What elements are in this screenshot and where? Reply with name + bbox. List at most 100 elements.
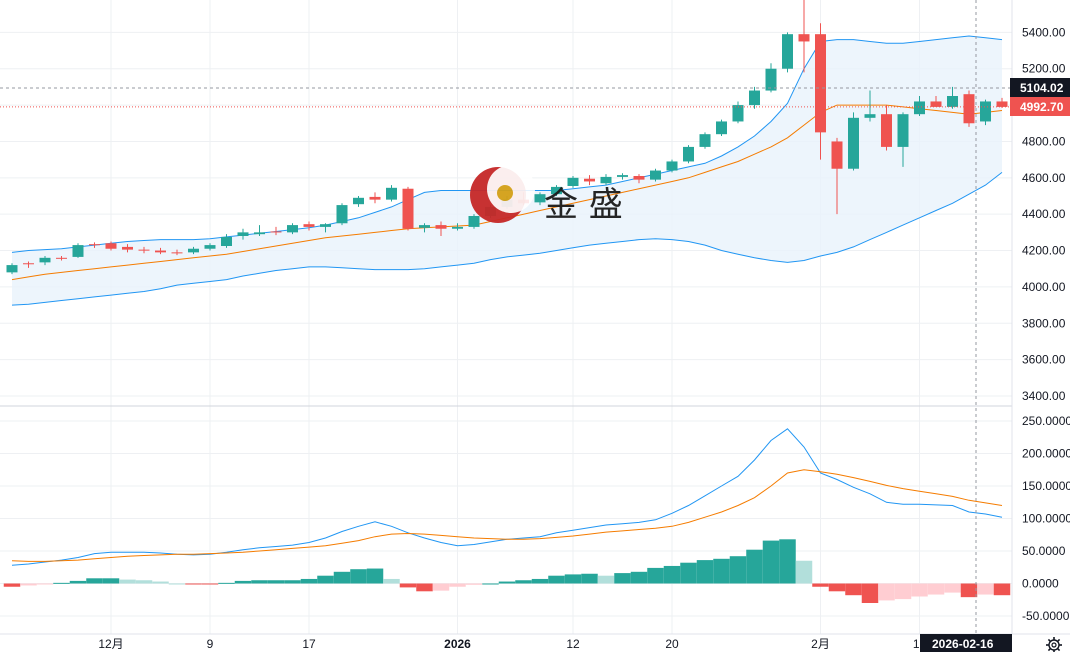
histogram-bar [333, 571, 351, 584]
time-axis[interactable] [0, 634, 1070, 652]
histogram-bar [399, 583, 417, 588]
histogram-bar [548, 575, 565, 584]
histogram-bar [3, 583, 21, 587]
crosshair-date-label: 2026-02-16 [932, 637, 994, 651]
watermark-text: 金 盛 [544, 185, 623, 225]
candle-body [947, 96, 958, 107]
histogram-bar [416, 583, 433, 592]
macd-tick-label: 150.0000 [1022, 479, 1070, 493]
histogram-bar [251, 580, 268, 584]
candle-body [270, 231, 282, 233]
candle-body [881, 114, 892, 147]
current-price-label: 4992.70 [1020, 100, 1064, 114]
histogram-bar [135, 580, 153, 584]
candle-body [815, 34, 826, 133]
macd-tick-label: 100.0000 [1022, 512, 1070, 526]
histogram-bar [350, 569, 367, 584]
histogram-bar [20, 583, 37, 586]
candle-body [287, 225, 298, 233]
histogram-bar [366, 568, 384, 584]
candle-body [221, 236, 232, 246]
candle-body [732, 105, 744, 122]
candle-body [980, 101, 991, 122]
histogram-bar [102, 578, 120, 584]
histogram-bar [762, 540, 780, 584]
histogram-bar [152, 581, 169, 584]
histogram-bar [795, 560, 813, 584]
candle-body [435, 225, 447, 229]
candle-body [633, 176, 645, 180]
candle-body [72, 245, 84, 257]
candle-body [23, 263, 34, 265]
watermark-logo: 金 盛 [470, 165, 623, 225]
crosshair-price-badge [1010, 78, 1070, 97]
price-tick-label: 4400.00 [1022, 207, 1066, 221]
time-tick-label: 17 [302, 637, 316, 651]
histogram-bar [86, 578, 103, 584]
histogram-bar [779, 539, 796, 584]
macd-tick-label: 0.0000 [1022, 577, 1059, 591]
candle-body [237, 232, 249, 236]
price-tick-label: 5400.00 [1022, 25, 1066, 39]
histogram-bar [284, 580, 301, 584]
histogram-bar [564, 574, 582, 584]
histogram-bar [432, 583, 450, 591]
candle-body [204, 245, 216, 249]
candle-body [996, 101, 1008, 107]
candle-body [402, 188, 414, 229]
histogram-bar [630, 571, 648, 584]
candle-body [716, 121, 727, 135]
candle-body [105, 243, 117, 249]
bollinger-lower-line [11, 172, 1003, 306]
histogram-bar [861, 583, 879, 603]
histogram-bar [927, 583, 945, 595]
histogram-bar [894, 583, 912, 600]
candle-body [798, 34, 810, 42]
candle-body [303, 224, 315, 227]
candle-body [699, 134, 711, 147]
candle-body [534, 194, 546, 203]
histogram-bar [597, 575, 615, 584]
histogram-bar [53, 582, 70, 584]
time-tick-label: 20 [665, 637, 679, 651]
histogram-bar [69, 580, 87, 584]
candle-body [56, 257, 67, 259]
candle-body [155, 250, 166, 253]
histogram-bar [812, 583, 829, 587]
macd-histogram [3, 539, 1011, 603]
time-tick-label: 12 [566, 637, 580, 651]
candle-body [122, 246, 133, 250]
histogram-bar [960, 583, 978, 598]
grid-lines [0, 0, 1012, 634]
candle-body [963, 94, 975, 124]
gear-icon[interactable] [1046, 637, 1062, 652]
price-tick-label: 4200.00 [1022, 244, 1066, 258]
histogram-bar [465, 583, 483, 585]
candle-body [171, 252, 183, 254]
histogram-bar [267, 580, 285, 584]
histogram-bar [729, 556, 747, 584]
candlestick-series [6, 0, 1008, 275]
candle-body [369, 196, 381, 200]
candle-body [188, 248, 199, 253]
histogram-bar [647, 567, 664, 584]
histogram-bar [680, 562, 697, 584]
histogram-bar [696, 560, 714, 584]
watermark-sun-icon [497, 185, 513, 201]
histogram-bar [944, 583, 961, 593]
histogram-bar [317, 575, 334, 584]
candle-body [650, 170, 661, 180]
histogram-bar [977, 583, 994, 595]
time-tick-label: 2月 [811, 637, 830, 651]
histogram-bar [498, 581, 516, 584]
candle-body [848, 117, 859, 169]
candle-body [39, 257, 51, 263]
macd-line [11, 428, 1003, 566]
candle-body [831, 141, 843, 169]
histogram-bar [828, 583, 846, 592]
time-tick-label: 12月 [98, 637, 123, 651]
candle-body [666, 161, 678, 171]
price-tick-label: 4600.00 [1022, 171, 1066, 185]
candle-body [782, 34, 793, 69]
